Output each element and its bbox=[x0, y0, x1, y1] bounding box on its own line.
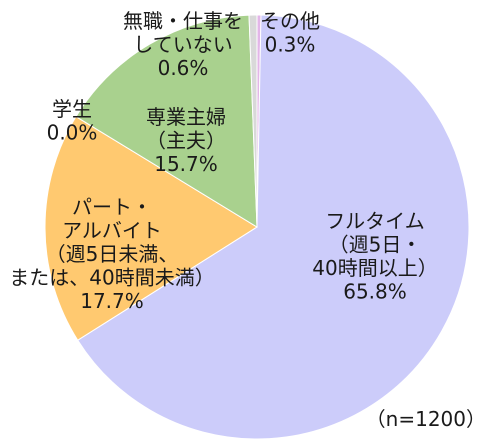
slice-category-label: その他 bbox=[260, 9, 320, 33]
slice-category-label: （週5日未満、 bbox=[46, 242, 179, 266]
slice-label-1: フルタイム（週5日・ 40時間以上） 65.8% bbox=[312, 209, 437, 304]
slice-category-label: フルタイム bbox=[325, 209, 425, 233]
slice-label-5: 無職・仕事をしていない 0.6% bbox=[123, 9, 243, 80]
slice-category-label: 無職・仕事を bbox=[123, 9, 243, 33]
pie-labels: その他 0.3%フルタイム（週5日・ 40時間以上） 65.8%パート・アルバイト（週… bbox=[9, 9, 437, 313]
slice-value-label: 15.7% bbox=[154, 152, 218, 176]
pie-slice-5 bbox=[248, 14, 258, 228]
slice-value-label: 0.0% bbox=[47, 121, 98, 145]
pie-slice-4 bbox=[75, 14, 258, 228]
slice-label-2: パート・アルバイト（週5日未満、または、40時間未満） 17.7% bbox=[9, 195, 214, 313]
slice-category-label: （主夫） bbox=[146, 129, 226, 153]
slice-category-label: または、40時間未満） bbox=[9, 266, 214, 290]
pie-slice-2 bbox=[44, 115, 258, 341]
pie-slices bbox=[44, 14, 470, 440]
slice-value-label: 65.8% bbox=[343, 280, 407, 304]
slice-category-label: 学生 bbox=[52, 97, 92, 121]
slice-category-label: 40時間以上） bbox=[312, 256, 437, 280]
slice-category-label: アルバイト bbox=[62, 219, 162, 243]
slice-value-label: 17.7% bbox=[80, 289, 144, 313]
pie-slice-1 bbox=[77, 14, 470, 440]
slice-category-label: パート・ bbox=[72, 195, 152, 219]
slice-value-label: 0.6% bbox=[158, 56, 209, 80]
slice-label-3: 学生 0.0% bbox=[47, 97, 98, 145]
slice-category-label: （週5日・ bbox=[329, 233, 422, 257]
slice-label-4: 専業主婦（主夫） 15.7% bbox=[146, 105, 226, 176]
slice-label-0: その他 0.3% bbox=[260, 9, 320, 57]
slice-value-label: 0.3% bbox=[265, 33, 316, 57]
sample-size-note: （n=1200） bbox=[365, 407, 486, 431]
slice-category-label: していない bbox=[133, 33, 232, 57]
slice-category-label: 専業主婦 bbox=[146, 105, 226, 129]
